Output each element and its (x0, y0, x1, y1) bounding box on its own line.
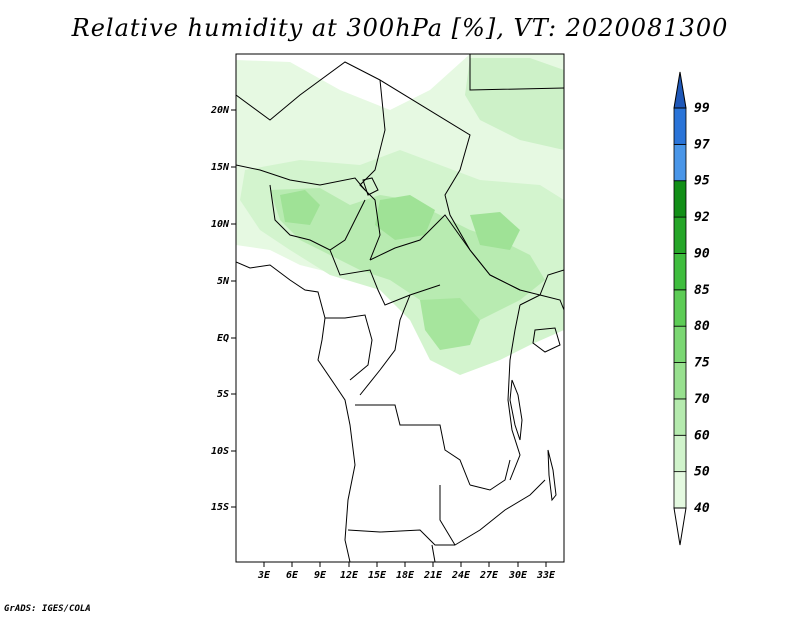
border-nigeria (269, 184, 366, 251)
colorbar-swatch (673, 325, 687, 363)
colorbar-swatch (673, 253, 687, 291)
lon-label: 12E (340, 570, 359, 581)
colorbar-swatch (673, 107, 687, 145)
lat-label: 5N (217, 276, 230, 287)
country-borders (236, 54, 564, 562)
lat-label: EQ (217, 333, 229, 344)
colorbar-label: 85 (694, 283, 710, 298)
border-angola-south (347, 529, 455, 546)
lon-label: 15E (368, 570, 387, 581)
humidity-patch-1 (375, 195, 435, 240)
colorbar-label: 50 (694, 465, 710, 480)
humidity-region-ne (465, 58, 564, 150)
lon-label: 21E (423, 570, 443, 581)
colorbar-label: 80 (694, 319, 710, 334)
lon-label: 18E (396, 570, 415, 581)
border-sahel (236, 164, 366, 191)
border-car (369, 214, 542, 306)
grads-credit: GrADS: IGES/COLA (4, 604, 91, 614)
lat-label: 20N (210, 105, 230, 116)
colorbar-label: 97 (694, 137, 710, 152)
lon-label: 27E (479, 570, 499, 581)
colorbar-swatch (673, 180, 687, 218)
lon-label: 30E (508, 570, 528, 581)
border-sudan-south (469, 54, 564, 91)
lon-label: 3E (257, 570, 271, 581)
colorbar-swatch (673, 362, 687, 400)
border-sahara (236, 61, 386, 261)
border-gabon (325, 314, 373, 381)
colorbar-label: 70 (694, 392, 710, 407)
chart-title: Relative humidity at 300hPa [%], VT: 202… (71, 14, 729, 42)
colorbar-swatch (673, 289, 687, 327)
colorbar-label: 75 (694, 356, 710, 371)
border-zambia (439, 479, 546, 546)
colorbar-swatch (673, 143, 687, 182)
lat-label: 15S (211, 502, 229, 513)
humidity-patch-4 (420, 298, 480, 350)
humidity-shading (236, 54, 564, 375)
lat-label: 15N (211, 162, 230, 173)
colorbar-label: 40 (694, 501, 710, 516)
lon-label: 6E (286, 570, 299, 581)
lon-label: 33E (536, 570, 556, 581)
colorbar-swatch (673, 471, 687, 509)
colorbar-top-arrow (673, 71, 687, 109)
humidity-patch-2 (280, 190, 320, 225)
map-frame (235, 53, 565, 563)
colorbar-label: 99 (694, 101, 710, 116)
colorbar-swatch (673, 434, 687, 473)
colorbar-swatch (673, 398, 687, 436)
coastline (236, 261, 356, 562)
border-south (431, 544, 436, 562)
border-angola-drc (355, 404, 471, 486)
lat-label: 5S (217, 389, 229, 400)
colorbar: 40 50 60 70 75 80 85 90 92 95 97 99 (673, 71, 710, 546)
colorbar-labels: 40 50 60 70 75 80 85 90 92 95 97 99 (694, 101, 710, 516)
lat-label: 10N (211, 219, 230, 230)
colorbar-label: 60 (694, 428, 710, 443)
lat-axis: 20N 15N 10N 5N EQ 5S 10S 15S (210, 105, 236, 513)
colorbar-swatches (673, 107, 687, 509)
border-drc-east (507, 304, 521, 481)
colorbar-swatch (673, 216, 687, 254)
colorbar-label: 95 (694, 174, 710, 189)
colorbar-bottom-arrow (673, 507, 687, 546)
humidity-region-core (270, 188, 545, 340)
lat-label: 10S (211, 446, 229, 457)
lake-chad (362, 177, 379, 196)
lake-victoria (532, 327, 561, 353)
humidity-patch-3 (470, 212, 520, 250)
border-east (539, 269, 564, 311)
lon-label: 9E (314, 570, 327, 581)
lon-axis: 3E 6E 9E 12E 15E 18E 21E 24E 27E 30E 33E (257, 562, 556, 581)
border-zambia-drc (469, 459, 511, 491)
lake-malawi (547, 449, 557, 502)
colorbar-label: 92 (694, 210, 710, 225)
lakes (362, 177, 561, 502)
lake-tanganyika (509, 379, 523, 441)
colorbar-label: 90 (694, 246, 710, 261)
lon-label: 24E (451, 570, 471, 581)
border-drc-north (359, 294, 411, 396)
